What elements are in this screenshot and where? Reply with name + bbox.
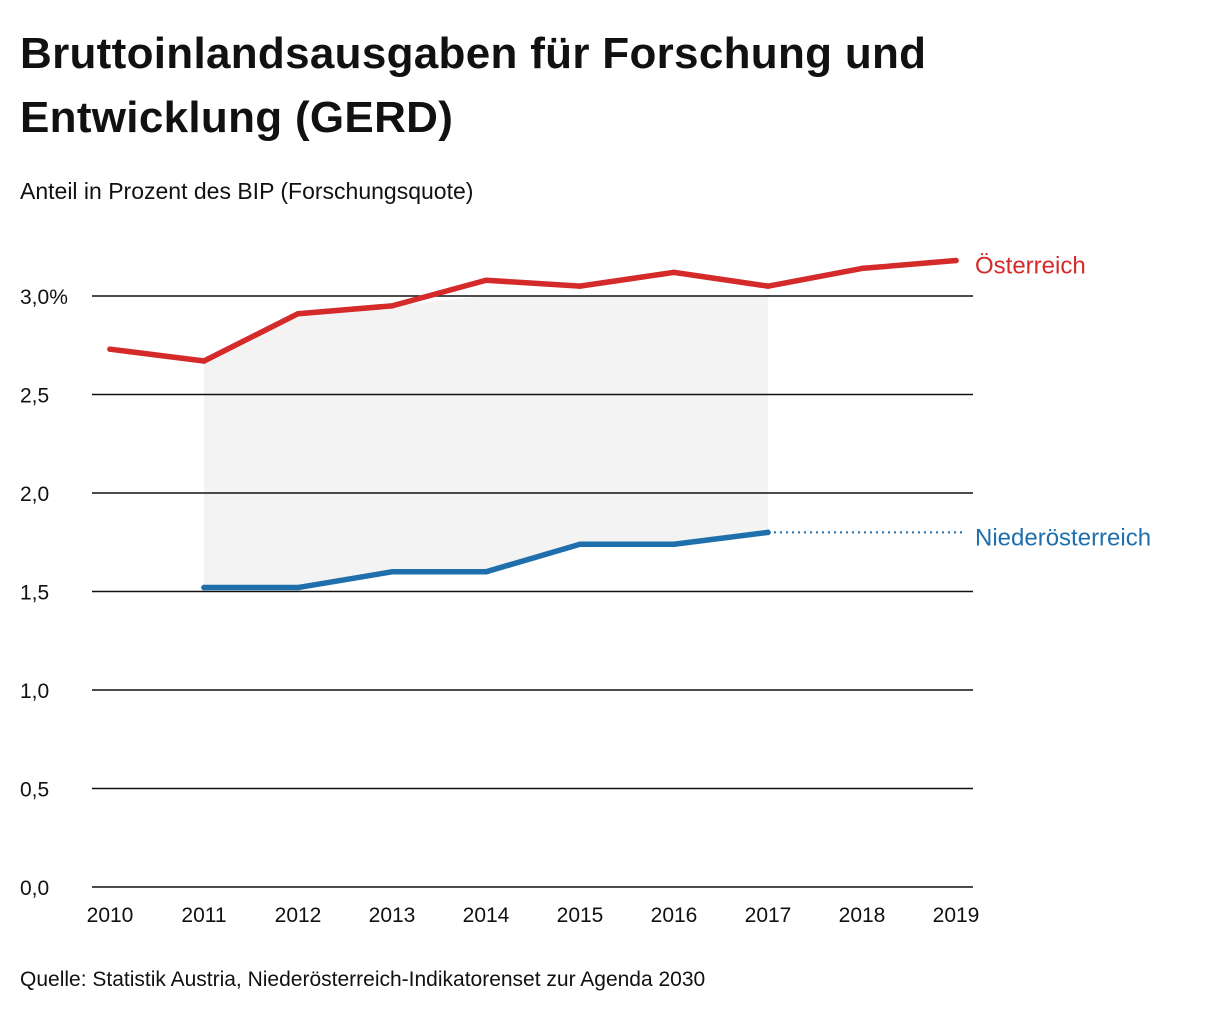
data-point-oesterreich xyxy=(201,358,207,364)
data-point-oesterreich xyxy=(577,283,583,289)
series-labels: Österreich Niederösterreich xyxy=(774,253,1151,551)
data-point-oesterreich xyxy=(483,277,489,283)
y-tick-label: 2,5 xyxy=(20,385,49,408)
line-chart: 0,00,51,01,52,02,53,0% 2010 2011 2012 2013 2… xyxy=(20,253,1151,927)
data-point-oesterreich xyxy=(295,310,301,317)
x-tick-label: 2017 xyxy=(745,904,792,927)
data-point-niederoesterreich xyxy=(577,541,583,547)
x-tick-label: 2018 xyxy=(839,904,886,927)
x-tick-label: 2014 xyxy=(463,904,510,927)
series-line-oesterreich xyxy=(107,257,959,364)
gridlines xyxy=(92,295,973,888)
x-tick-label: 2015 xyxy=(557,904,604,927)
y-axis-ticks: 0,0 0,5 1,0 1,5 2,0 2,5 3,0% xyxy=(20,286,68,900)
data-point-niederoesterreich xyxy=(295,584,301,591)
data-point-oesterreich xyxy=(765,283,771,289)
y-tick-label: 1,5 xyxy=(20,582,49,605)
data-point-niederoesterreich xyxy=(389,569,395,575)
data-point-oesterreich xyxy=(389,303,395,309)
data-point-niederoesterreich xyxy=(765,529,771,536)
data-point-niederoesterreich xyxy=(201,584,207,591)
data-point-oesterreich xyxy=(107,346,113,352)
x-tick-label: 2013 xyxy=(369,904,416,927)
x-axis-ticks: 2010 2011 2012 2013 2014 2015 2016 2017 2018 2019 xyxy=(87,904,980,927)
x-tick-label: 2010 xyxy=(87,904,134,927)
y-tick-label: 2,0 xyxy=(20,483,49,506)
series-lines xyxy=(107,257,959,591)
data-point-oesterreich xyxy=(671,269,677,276)
data-point-niederoesterreich xyxy=(671,541,677,547)
chart-title: Bruttoinlandsausgaben für Forschung und … xyxy=(20,29,927,142)
y-tick-label: 0,5 xyxy=(20,779,49,802)
data-point-oesterreich xyxy=(953,257,959,264)
data-point-oesterreich xyxy=(859,265,865,272)
chart-subtitle: Anteil in Prozent des BIP (Forschungsquo… xyxy=(20,178,474,204)
y-tick-label: 1,0 xyxy=(20,680,49,703)
x-tick-label: 2011 xyxy=(181,904,226,927)
source-note: Quelle: Statistik Austria, Niederösterre… xyxy=(20,968,706,991)
band-layer xyxy=(204,296,768,588)
x-tick-label: 2016 xyxy=(651,904,698,927)
x-tick-label: 2019 xyxy=(933,904,980,927)
y-tick-label: 0,0 xyxy=(20,877,49,900)
series-label-niederoesterreich: Niederösterreich xyxy=(975,524,1151,551)
series-label-oesterreich: Österreich xyxy=(975,253,1086,280)
shaded-band xyxy=(204,296,768,588)
y-tick-label: 3,0% xyxy=(20,286,68,309)
data-point-niederoesterreich xyxy=(483,569,489,575)
x-tick-label: 2012 xyxy=(275,904,322,927)
